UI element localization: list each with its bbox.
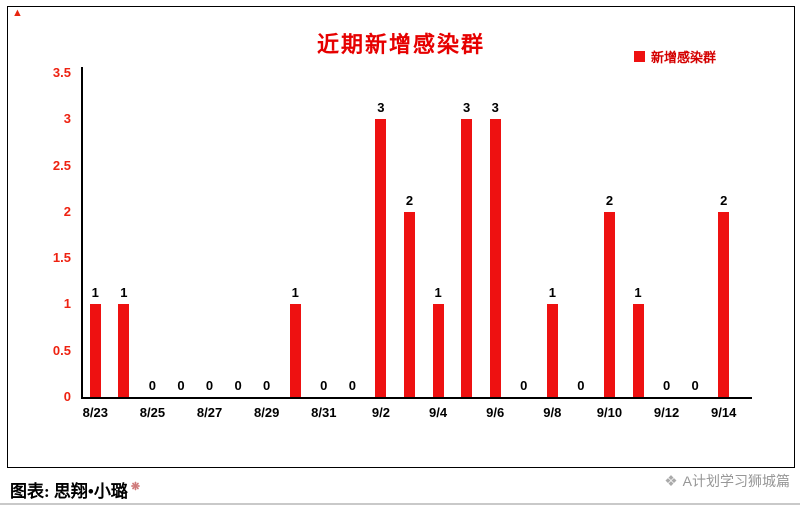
y-axis-tick-label: 0.5 [52,342,71,358]
footer-credit: 图表: 思翔•小璐 ❋ [10,477,140,502]
chart-title: 近期新增感染群 [316,32,485,57]
bar-value-label: 2 [405,192,414,208]
bar-value-label: 3 [491,100,499,116]
bar-value-label: 0 [577,378,585,393]
bar [603,211,615,397]
bar-value-label: 0 [662,378,671,393]
x-axis-tick-label: 8/23 [82,405,108,420]
bar-value-label: 1 [120,285,128,301]
plot-area: 0 0.5 1 1.5 2 2.5 3 3.5 1 8/23 1 0 8/25 0 0 8/27 0 0 8/29 1… [8,7,794,467]
bar-value-label: 0 [263,378,271,393]
y-axis-tick-label: 1.5 [52,250,71,266]
x-axis-tick-label: 9/4 [429,405,448,420]
legend-label: 新增感染群 [650,50,716,65]
bar-value-label: 3 [463,100,471,116]
bar-value-label: 1 [434,285,442,301]
bar-value-label: 1 [91,285,99,301]
bar [632,304,644,397]
y-axis-tick-label: 2 [63,203,71,219]
x-axis-tick-label: 9/10 [596,405,623,420]
bar [289,304,301,397]
bar [718,211,730,397]
bar-value-label: 2 [605,192,614,208]
bar-value-label: 0 [234,378,242,393]
y-axis-tick-label: 1 [63,296,71,312]
bar-value-label: 2 [720,192,728,208]
x-axis-tick-label: 9/14 [711,405,737,420]
bar-value-label: 0 [520,378,528,393]
bar-value-label: 1 [634,285,642,301]
x-axis-tick-label: 9/12 [653,405,680,420]
y-axis-tick-label: 2.5 [52,157,71,173]
brand-label: A计划学习狮城篇 [682,473,790,489]
x-axis-tick-label: 8/25 [139,405,166,420]
x-axis-tick-label: 8/29 [254,405,280,420]
bar [404,211,415,397]
bar-value-label: 0 [320,378,328,393]
bar-value-label: 0 [148,378,157,393]
bar-value-label: 3 [377,100,385,116]
x-axis-tick-label: 9/8 [543,405,562,420]
bar [432,304,444,397]
y-axis-line [81,67,83,397]
bar [489,119,501,397]
x-axis-line [81,397,752,399]
legend-swatch-icon [633,51,645,62]
x-axis-tick-label: 9/6 [486,405,505,420]
legend: 新增感染群 [633,47,716,66]
bar [375,119,387,397]
footer-credit-label: 图表: 思翔•小璐 [10,482,128,501]
brand-logo-icon: ❖ [664,473,678,490]
bar [89,304,101,397]
bar [118,304,130,397]
bar [546,304,558,397]
x-axis-tick-label: 8/31 [311,405,337,420]
x-axis-tick-label: 8/27 [196,405,223,420]
x-axis-tick-label: 9/2 [371,405,390,420]
bar-value-label: 0 [348,378,356,393]
bar-value-label: 0 [205,378,214,393]
bar-value-label: 1 [291,285,299,301]
footer-brand: ❖ A计划学习狮城篇 [664,471,790,491]
bar-value-label: 1 [548,285,556,301]
paw-icon: ❋ [130,481,141,494]
y-axis-tick-label: 3.5 [52,65,71,80]
bottom-divider [0,503,800,505]
y-axis-tick-label: 3 [63,111,71,127]
bar [461,119,473,397]
bar-value-label: 0 [691,378,699,393]
bar-value-label: 0 [177,378,185,393]
y-axis-tick-label: 0 [63,389,71,404]
corner-mark-icon: ▲ [12,7,23,19]
chart-frame: ▲ 近期新增感染群 新增感染群 0 0.5 1 1.5 2 2.5 3 3.5 1 8/23 1 0 8… [7,6,795,468]
